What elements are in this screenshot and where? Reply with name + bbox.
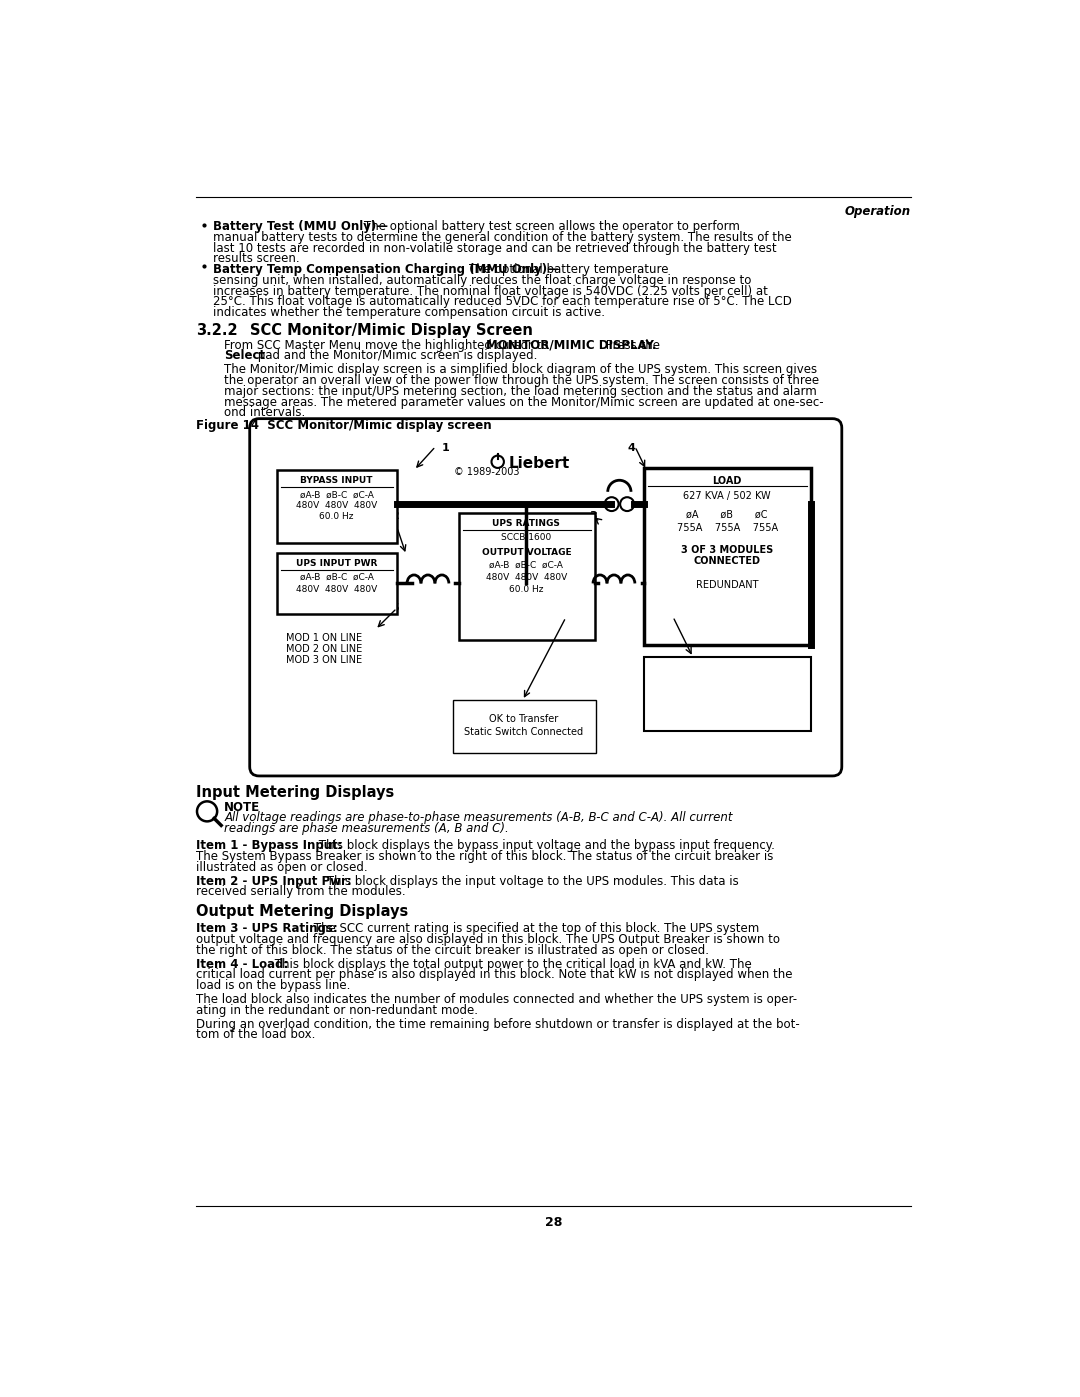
Text: Item 3 - UPS Ratings:: Item 3 - UPS Ratings: — [197, 922, 338, 935]
Text: CONNECTED: CONNECTED — [693, 556, 760, 567]
Text: ond intervals.: ond intervals. — [225, 407, 306, 419]
Text: Operation: Operation — [845, 204, 910, 218]
Text: SCC Monitor/Mimic Display Screen: SCC Monitor/Mimic Display Screen — [249, 323, 532, 338]
Text: The SCC current rating is specified at the top of this block. The UPS system: The SCC current rating is specified at t… — [310, 922, 759, 935]
Text: 3: 3 — [590, 511, 597, 521]
Text: Item 4 - Load:: Item 4 - Load: — [197, 958, 288, 971]
Text: The load block also indicates the number of modules connected and whether the UP: The load block also indicates the number… — [197, 993, 797, 1006]
Text: The Monitor/Mimic display screen is a simplified block diagram of the UPS system: The Monitor/Mimic display screen is a si… — [225, 363, 818, 376]
Text: 480V  480V  480V: 480V 480V 480V — [296, 502, 377, 510]
Bar — [453, 700, 596, 753]
Text: 60.0 Hz: 60.0 Hz — [509, 585, 543, 594]
Text: This block displays the total output power to the critical load in kVA and kW. T: This block displays the total output pow… — [271, 958, 752, 971]
Text: © 1989-2003: © 1989-2003 — [454, 467, 519, 478]
Text: From SCC Master Menu move the highlighted cursor to: From SCC Master Menu move the highlighte… — [225, 338, 552, 352]
Text: results screen.: results screen. — [213, 253, 300, 265]
Text: The optional battery temperature: The optional battery temperature — [469, 263, 669, 277]
Text: output voltage and frequency are also displayed in this block. The UPS Output Br: output voltage and frequency are also di… — [197, 933, 780, 946]
Text: 28: 28 — [544, 1217, 563, 1229]
Bar — [276, 553, 397, 615]
Text: 3.2.2: 3.2.2 — [197, 323, 238, 338]
Text: Battery Test (MMU Only)—: Battery Test (MMU Only)— — [213, 219, 389, 233]
Text: load is on the bypass line.: load is on the bypass line. — [197, 979, 351, 992]
Text: Input Metering Displays: Input Metering Displays — [197, 785, 394, 800]
Text: readings are phase measurements (A, B and C).: readings are phase measurements (A, B an… — [225, 823, 509, 835]
Text: REDUNDANT: REDUNDANT — [696, 580, 758, 590]
Text: NOTE: NOTE — [225, 800, 260, 813]
Text: Item 1 - Bypass Input:: Item 1 - Bypass Input: — [197, 840, 342, 852]
Text: tom of the load box.: tom of the load box. — [197, 1028, 315, 1042]
Text: The optional battery test screen allows the operator to perform: The optional battery test screen allows … — [364, 219, 740, 233]
Text: 25°C. This float voltage is automatically reduced 5VDC for each temperature rise: 25°C. This float voltage is automaticall… — [213, 295, 792, 309]
Text: ating in the redundant or non-redundant mode.: ating in the redundant or non-redundant … — [197, 1004, 478, 1017]
Text: øA-B  øB-C  øC-A: øA-B øB-C øC-A — [489, 560, 564, 570]
Text: indicates whether the temperature compensation circuit is active.: indicates whether the temperature compen… — [213, 306, 605, 320]
Text: critical load current per phase is also displayed in this block. Note that kW is: critical load current per phase is also … — [197, 968, 793, 982]
Text: SCCB 1600: SCCB 1600 — [501, 532, 552, 542]
Text: MOD 1 ON LINE: MOD 1 ON LINE — [286, 633, 362, 644]
Text: Liebert: Liebert — [509, 455, 570, 471]
Text: Item 2 - UPS Input Pwr:: Item 2 - UPS Input Pwr: — [197, 875, 352, 887]
Text: UPS INPUT PWR: UPS INPUT PWR — [296, 559, 377, 567]
Text: major sections: the input/UPS metering section, the load metering section and th: major sections: the input/UPS metering s… — [225, 384, 816, 398]
FancyBboxPatch shape — [249, 419, 841, 775]
Text: Select: Select — [225, 349, 266, 362]
Text: message areas. The metered parameter values on the Monitor/Mimic screen are upda: message areas. The metered parameter val… — [225, 395, 824, 408]
Text: the right of this block. The status of the circuit breaker is illustrated as ope: the right of this block. The status of t… — [197, 944, 710, 957]
Text: Static Switch Connected: Static Switch Connected — [464, 726, 583, 736]
Text: 627 KVA / 502 KW: 627 KVA / 502 KW — [684, 490, 771, 502]
Text: LOAD: LOAD — [713, 475, 742, 486]
Text: 3 OF 3 MODULES: 3 OF 3 MODULES — [681, 545, 773, 555]
Bar — [644, 658, 811, 731]
Text: 7: 7 — [662, 615, 670, 624]
Bar — [459, 513, 595, 640]
Text: Output Metering Displays: Output Metering Displays — [197, 904, 408, 919]
Text: During an overload condition, the time remaining before shutdown or transfer is : During an overload condition, the time r… — [197, 1018, 800, 1031]
Bar — [644, 468, 811, 645]
Text: This block displays the input voltage to the UPS modules. This data is: This block displays the input voltage to… — [323, 875, 739, 887]
Text: received serially from the modules.: received serially from the modules. — [197, 886, 406, 898]
Text: the operator an overall view of the power flow through the UPS system. The scree: the operator an overall view of the powe… — [225, 374, 820, 387]
Text: All voltage readings are phase-to-phase measurements (A-B, B-C and C-A). All cur: All voltage readings are phase-to-phase … — [225, 812, 732, 824]
Text: 60.0 Hz: 60.0 Hz — [320, 511, 354, 521]
Text: OUTPUT VOLTAGE: OUTPUT VOLTAGE — [482, 548, 571, 557]
Text: 480V  480V  480V: 480V 480V 480V — [486, 573, 567, 581]
Text: MONITOR/MIMIC DISPLAY.: MONITOR/MIMIC DISPLAY. — [486, 338, 657, 352]
Text: Figure 14  SCC Monitor/Mimic display screen: Figure 14 SCC Monitor/Mimic display scre… — [197, 419, 491, 432]
Bar — [276, 471, 397, 543]
Text: sensing unit, when installed, automatically reduces the float charge voltage in : sensing unit, when installed, automatica… — [213, 274, 752, 286]
Text: Battery Temp Compensation Charging (MMU Only)—: Battery Temp Compensation Charging (MMU … — [213, 263, 559, 277]
Text: 480V  480V  480V: 480V 480V 480V — [296, 585, 377, 594]
Text: 4: 4 — [627, 443, 635, 453]
Text: BYPASS INPUT: BYPASS INPUT — [300, 476, 373, 485]
Text: illustrated as open or closed.: illustrated as open or closed. — [197, 861, 368, 873]
Text: OK to Transfer: OK to Transfer — [489, 714, 558, 724]
Text: manual battery tests to determine the general condition of the battery system. T: manual battery tests to determine the ge… — [213, 231, 792, 244]
Text: 1: 1 — [442, 443, 449, 453]
Text: øA-B  øB-C  øC-A: øA-B øB-C øC-A — [299, 490, 374, 499]
Text: last 10 tests are recorded in non-volatile storage and can be retrieved through : last 10 tests are recorded in non-volati… — [213, 242, 777, 254]
Text: UPS RATINGS: UPS RATINGS — [492, 518, 561, 528]
Text: 755A    755A    755A: 755A 755A 755A — [676, 524, 778, 534]
Text: 5: 5 — [391, 602, 399, 613]
Text: Press the: Press the — [602, 338, 660, 352]
Text: øA       øB       øC: øA øB øC — [687, 510, 768, 520]
Text: This block displays the bypass input voltage and the bypass input frequency.: This block displays the bypass input vol… — [314, 840, 774, 852]
Text: 2: 2 — [391, 511, 399, 521]
Text: pad and the Monitor/Mimic screen is displayed.: pad and the Monitor/Mimic screen is disp… — [254, 349, 537, 362]
Text: 6: 6 — [567, 615, 576, 624]
Text: øA-B  øB-C  øC-A: øA-B øB-C øC-A — [299, 573, 374, 581]
Text: The System Bypass Breaker is shown to the right of this block. The status of the: The System Bypass Breaker is shown to th… — [197, 849, 773, 863]
Text: MOD 3 ON LINE: MOD 3 ON LINE — [286, 655, 362, 665]
Text: MOD 2 ON LINE: MOD 2 ON LINE — [286, 644, 363, 654]
Text: increases in battery temperature. The nominal float voltage is 540VDC (2.25 volt: increases in battery temperature. The no… — [213, 285, 768, 298]
